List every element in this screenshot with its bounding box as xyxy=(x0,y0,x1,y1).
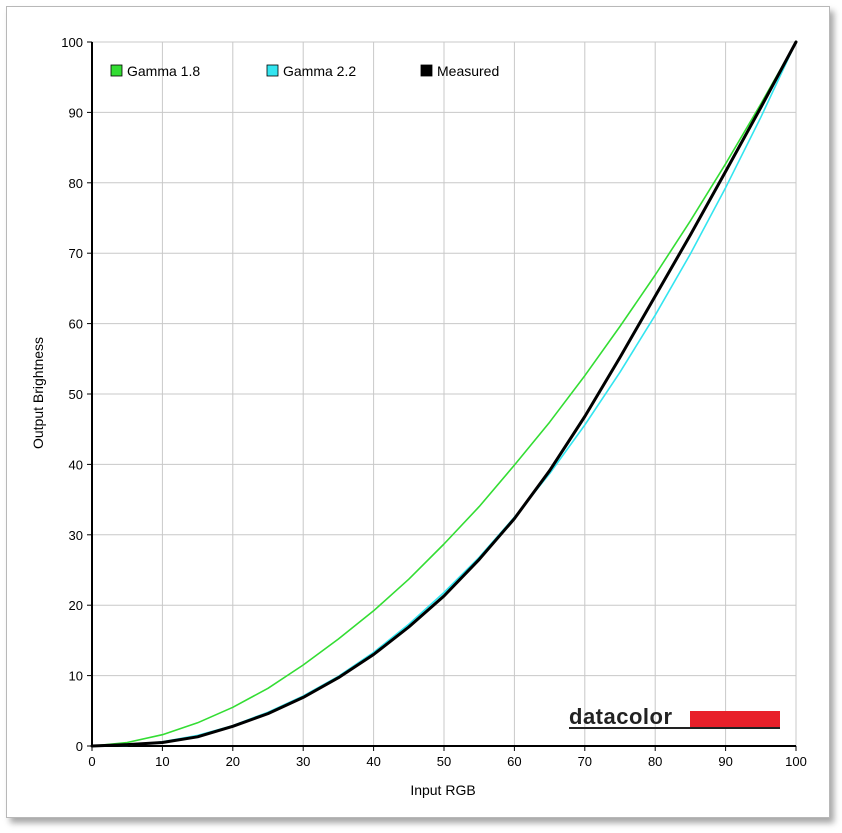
series-line-measured xyxy=(90,40,798,748)
x-tick-label-4: 40 xyxy=(366,754,380,769)
x-tick-label-7: 70 xyxy=(578,754,592,769)
y-axis-title: Output Brightness xyxy=(30,337,46,449)
logo-red-bar xyxy=(690,711,780,727)
series-lines xyxy=(90,40,798,748)
y-tick-label-5: 50 xyxy=(69,387,83,402)
x-tick-labels: 0 10 20 30 40 50 60 70 80 90 100 xyxy=(88,746,807,769)
x-tick-label-6: 60 xyxy=(507,754,521,769)
x-axis-title: Input RGB xyxy=(410,782,475,798)
grid-lines xyxy=(91,41,797,747)
y-tick-label-3: 30 xyxy=(69,528,83,543)
logo-text: datacolor xyxy=(569,704,673,729)
x-tick-label-8: 80 xyxy=(648,754,662,769)
legend: Gamma 1.8 Gamma 2.2 Measured xyxy=(110,63,499,79)
y-tick-label-1: 10 xyxy=(69,669,83,684)
y-tick-label-7: 70 xyxy=(69,246,83,261)
datacolor-logo: datacolor xyxy=(569,704,780,729)
y-tick-label-9: 90 xyxy=(69,105,83,120)
legend-swatch-0 xyxy=(110,64,123,77)
logo-underline xyxy=(569,727,780,729)
legend-label-0: Gamma 1.8 xyxy=(127,63,200,79)
chart-frame xyxy=(6,6,830,818)
legend-label-1: Gamma 2.2 xyxy=(283,63,356,79)
x-tick-label-3: 30 xyxy=(296,754,310,769)
x-tick-label-9: 90 xyxy=(718,754,732,769)
legend-swatch-2 xyxy=(420,64,433,77)
x-tick-label-10: 100 xyxy=(785,754,807,769)
x-tick-label-2: 20 xyxy=(226,754,240,769)
y-tick-label-10: 100 xyxy=(61,35,83,50)
y-tick-label-4: 40 xyxy=(69,457,83,472)
y-tick-label-0: 0 xyxy=(76,739,83,754)
x-tick-label-1: 10 xyxy=(155,754,169,769)
x-tick-label-5: 50 xyxy=(437,754,451,769)
legend-swatch-1 xyxy=(266,64,279,77)
y-tick-label-6: 60 xyxy=(69,317,83,332)
series-line-gamma-1-8 xyxy=(91,41,797,747)
y-tick-labels: 0 10 20 30 40 50 60 70 80 90 100 xyxy=(61,35,92,754)
y-tick-label-8: 80 xyxy=(69,176,83,191)
y-tick-label-2: 20 xyxy=(69,598,83,613)
x-tick-label-0: 0 xyxy=(88,754,95,769)
legend-label-2: Measured xyxy=(437,63,499,79)
